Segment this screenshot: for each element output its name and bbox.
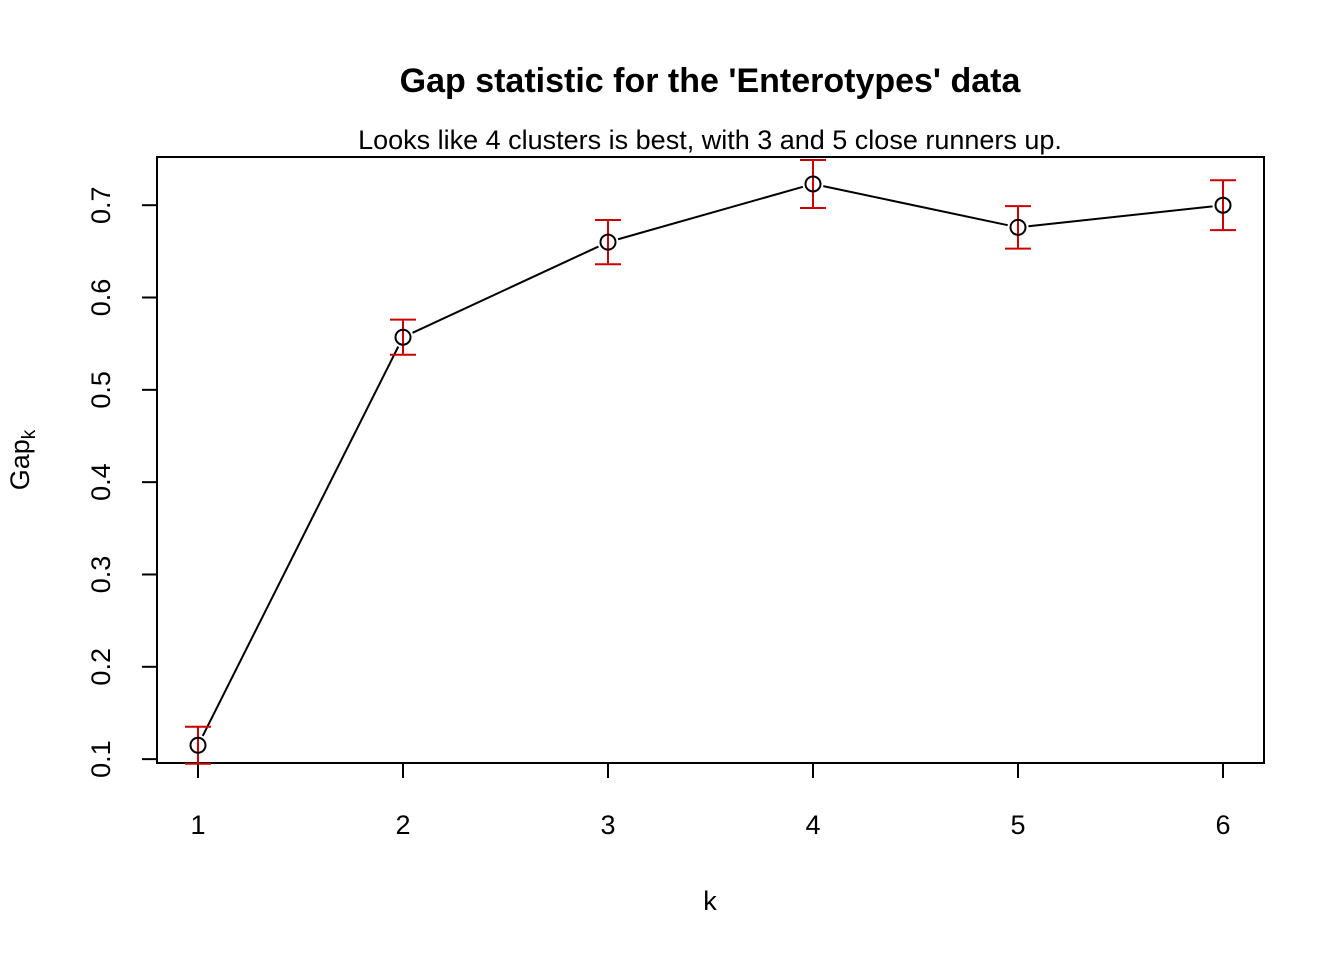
y-tick-label: 0.3 bbox=[86, 556, 116, 594]
data-point bbox=[189, 736, 207, 754]
series-line-segment bbox=[617, 185, 804, 241]
y-axis-label-main: Gap bbox=[5, 439, 35, 490]
y-axis-label-subscript: k bbox=[19, 429, 40, 439]
x-tick-label: 1 bbox=[190, 810, 205, 840]
x-tick-label: 5 bbox=[1010, 810, 1025, 840]
data-point bbox=[394, 328, 412, 346]
x-axis-label: k bbox=[703, 886, 717, 916]
y-tick-label: 0.7 bbox=[86, 186, 116, 224]
y-tick-label: 0.1 bbox=[86, 740, 116, 778]
data-point bbox=[599, 233, 617, 251]
error-bar bbox=[1005, 205, 1031, 250]
series-line-segment bbox=[201, 346, 400, 737]
y-tick-label: 0.5 bbox=[86, 371, 116, 409]
series-line-segment bbox=[412, 245, 599, 334]
x-tick-label: 6 bbox=[1215, 810, 1230, 840]
data-point bbox=[1214, 196, 1232, 214]
error-bar bbox=[800, 158, 826, 209]
y-tick-label: 0.2 bbox=[86, 648, 116, 686]
error-bar bbox=[390, 318, 416, 356]
x-axis: 1 2 3 4 5 6 bbox=[190, 763, 1231, 840]
data-point bbox=[804, 175, 822, 193]
error-bar bbox=[185, 725, 211, 765]
y-axis-label: Gapk bbox=[5, 429, 40, 490]
x-tick-label: 3 bbox=[600, 810, 615, 840]
chart-subtitle: Looks like 4 clusters is best, with 3 an… bbox=[358, 125, 1062, 155]
error-bar bbox=[1210, 179, 1236, 232]
plot-frame bbox=[156, 156, 1265, 764]
data-point bbox=[1009, 218, 1027, 236]
error-bar bbox=[595, 218, 621, 266]
x-tick-label: 2 bbox=[395, 810, 410, 840]
y-tick-label: 0.6 bbox=[86, 279, 116, 317]
series-line-segment bbox=[823, 185, 1008, 227]
chart-title: Gap statistic for the 'Enterotypes' data bbox=[400, 62, 1022, 100]
series-layer bbox=[185, 158, 1236, 765]
y-tick-label: 0.4 bbox=[86, 463, 116, 501]
x-tick-label: 4 bbox=[805, 810, 820, 840]
series-line-segment bbox=[1028, 205, 1213, 228]
y-axis: 0.1 0.2 0.3 0.4 0.5 0.6 0.7 bbox=[86, 186, 157, 778]
